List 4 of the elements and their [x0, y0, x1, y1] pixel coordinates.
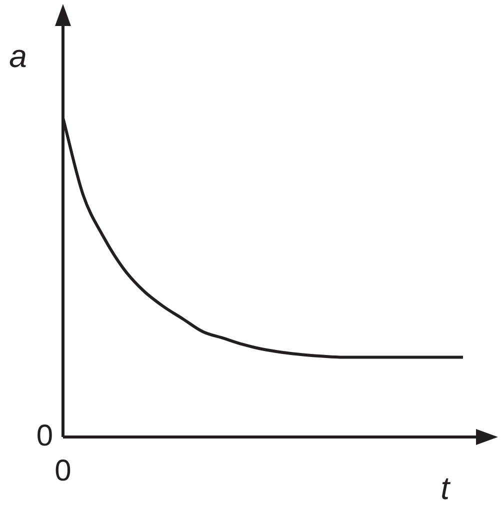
- y-axis-title: a: [9, 38, 27, 74]
- x-axis-title: t: [440, 470, 451, 506]
- text: 0: [36, 419, 53, 452]
- text: 0: [54, 454, 72, 488]
